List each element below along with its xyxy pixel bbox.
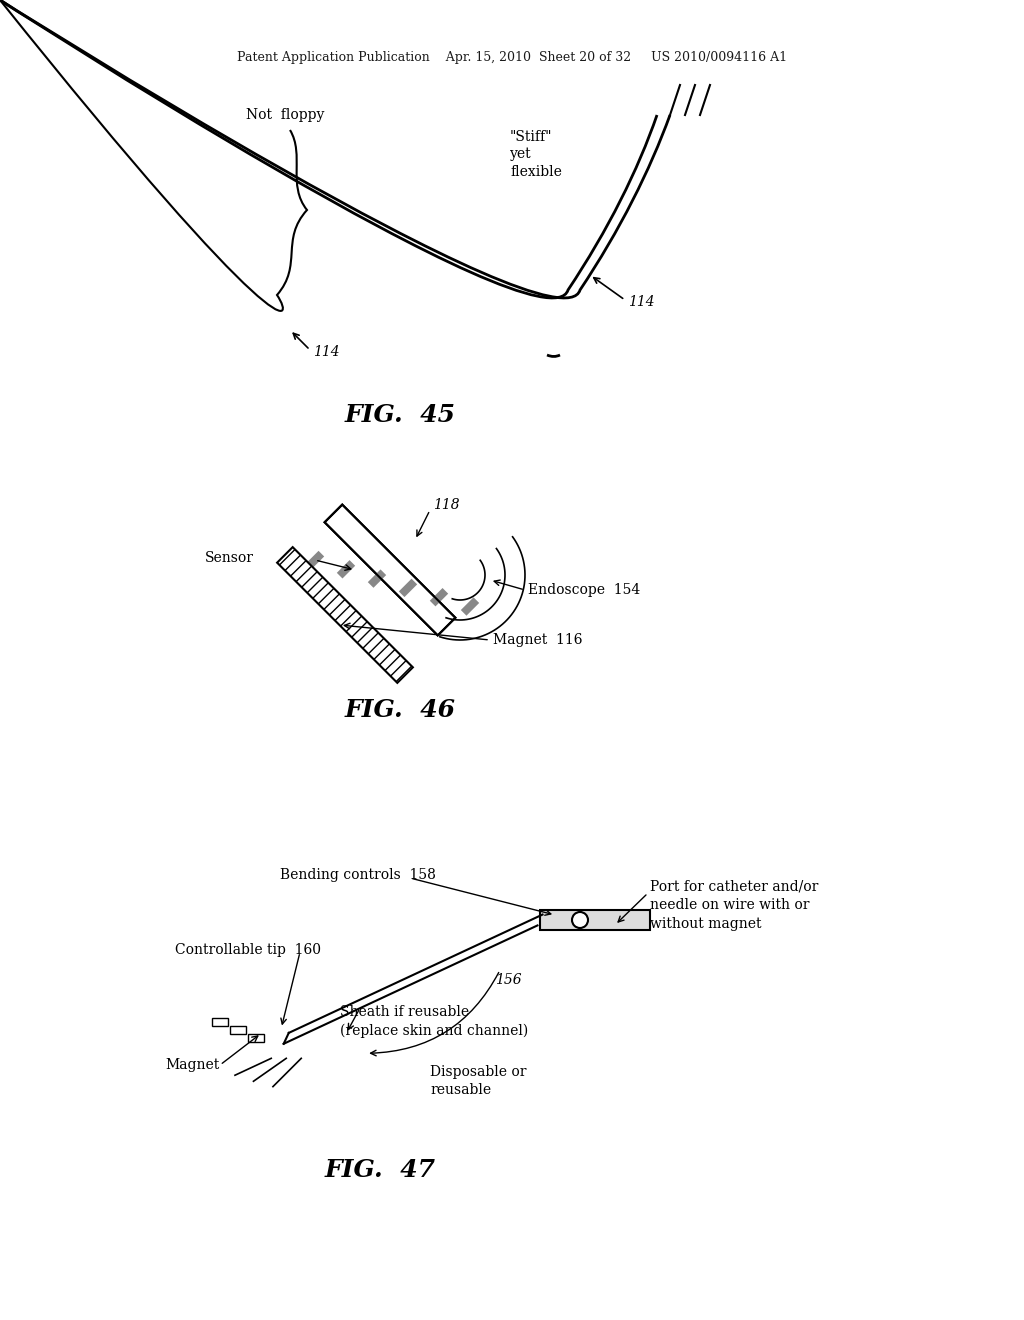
Text: Magnet  116: Magnet 116: [493, 634, 583, 647]
Text: Sheath if reusable
(replace skin and channel): Sheath if reusable (replace skin and cha…: [340, 1005, 528, 1038]
Text: 156: 156: [495, 973, 521, 987]
Text: Patent Application Publication    Apr. 15, 2010  Sheet 20 of 32     US 2010/0094: Patent Application Publication Apr. 15, …: [237, 51, 787, 65]
Text: Port for catheter and/or
needle on wire with or
without magnet: Port for catheter and/or needle on wire …: [650, 880, 818, 931]
Text: Sensor: Sensor: [205, 550, 254, 565]
Polygon shape: [306, 550, 325, 569]
Polygon shape: [368, 569, 386, 587]
Polygon shape: [230, 1027, 246, 1035]
Text: Bending controls  158: Bending controls 158: [280, 869, 436, 882]
Text: 118: 118: [433, 498, 460, 512]
Text: 114: 114: [313, 345, 340, 359]
Text: Not  floppy: Not floppy: [246, 108, 325, 121]
Text: FIG.  46: FIG. 46: [344, 698, 456, 722]
Polygon shape: [540, 909, 650, 931]
Polygon shape: [461, 598, 479, 615]
Polygon shape: [398, 578, 417, 597]
Polygon shape: [325, 504, 456, 635]
Text: FIG.  45: FIG. 45: [344, 403, 456, 426]
Polygon shape: [212, 1018, 228, 1027]
Polygon shape: [337, 560, 355, 578]
Text: Magnet: Magnet: [165, 1059, 219, 1072]
Text: Endoscope  154: Endoscope 154: [528, 583, 640, 597]
Polygon shape: [430, 587, 449, 606]
Text: FIG.  47: FIG. 47: [325, 1158, 435, 1181]
Text: "Stiff"
yet
flexible: "Stiff" yet flexible: [510, 129, 562, 178]
Circle shape: [572, 912, 588, 928]
Text: 114: 114: [628, 294, 654, 309]
Text: Controllable tip  160: Controllable tip 160: [175, 942, 321, 957]
Polygon shape: [278, 546, 413, 682]
Polygon shape: [248, 1035, 264, 1043]
Text: Disposable or
reusable: Disposable or reusable: [430, 1065, 526, 1097]
